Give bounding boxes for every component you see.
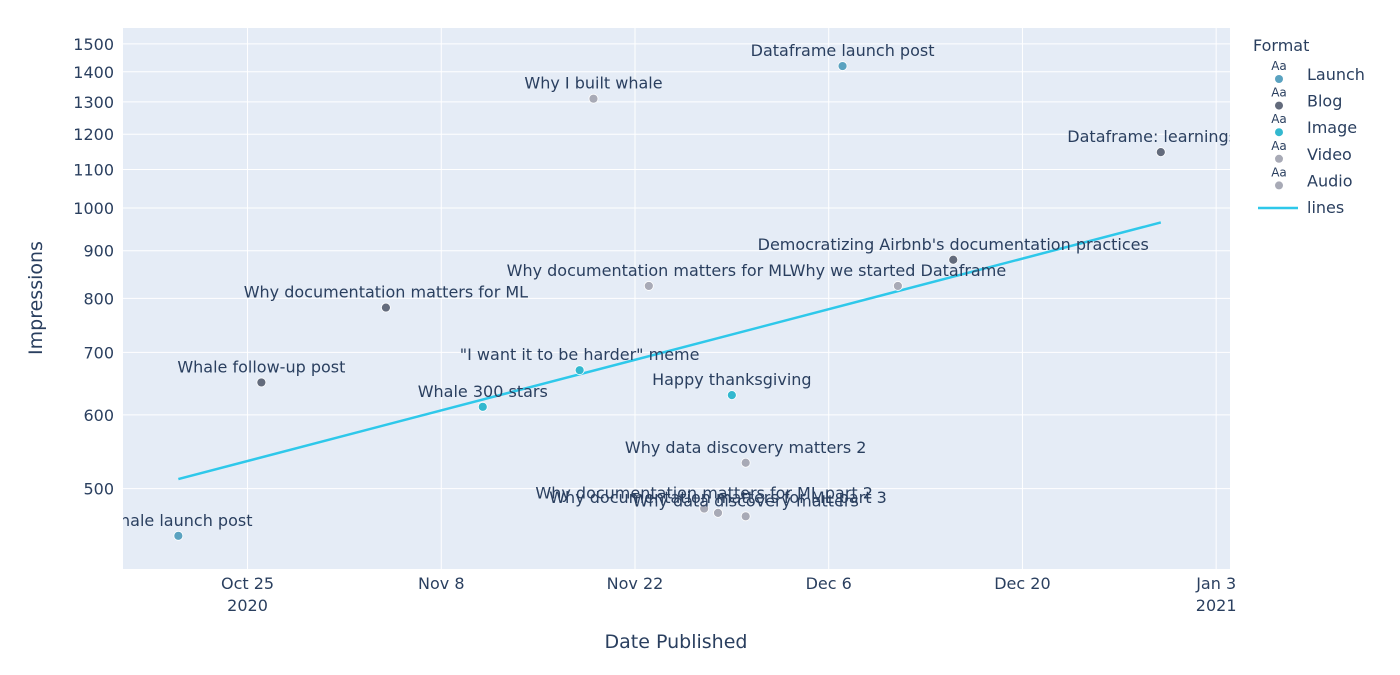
legend-marker-swatch bbox=[1275, 75, 1283, 83]
legend-item-video[interactable]: Aa Video bbox=[1271, 139, 1352, 164]
x-tick-label: Nov 8 bbox=[418, 574, 465, 593]
data-point-label: Why documentation matters for ML bbox=[507, 261, 791, 280]
x-axis-title: Date Published bbox=[605, 631, 748, 653]
legend-label: Launch bbox=[1307, 65, 1365, 84]
y-tick-label: 700 bbox=[83, 343, 114, 362]
data-point[interactable] bbox=[574, 365, 585, 376]
data-point[interactable] bbox=[713, 507, 723, 518]
data-point-label: Why data discovery matters bbox=[633, 491, 859, 510]
x-tick-label: Dec 20 bbox=[994, 574, 1050, 593]
x-axis-ticks: Oct 25 2020 Nov 8 Nov 22 Dec 6 Dec 20 Jan 3 202… bbox=[221, 574, 1237, 615]
y-tick-label: 1400 bbox=[73, 63, 114, 82]
data-point-label: "I want it to be harder" meme bbox=[460, 345, 700, 364]
legend-label: lines bbox=[1307, 198, 1344, 217]
x-tick-label: Dec 6 bbox=[806, 574, 852, 593]
data-point[interactable] bbox=[740, 457, 751, 468]
y-axis-title: Impressions bbox=[25, 241, 47, 355]
data-point[interactable] bbox=[588, 93, 599, 104]
legend-label: Image bbox=[1307, 118, 1357, 137]
data-point-label: Why documentation matters for ML part 3 bbox=[549, 488, 887, 507]
x-tick-year-label: 2020 bbox=[227, 596, 268, 615]
x-tick-label: Jan 3 bbox=[1195, 574, 1236, 593]
x-tick-label: Nov 22 bbox=[607, 574, 664, 593]
legend-item-lines[interactable]: lines bbox=[1258, 198, 1344, 217]
legend-title: Format bbox=[1253, 36, 1309, 55]
data-point-label: Whale 300 stars bbox=[418, 382, 548, 401]
y-tick-label: 1500 bbox=[73, 35, 114, 54]
data-point[interactable] bbox=[837, 61, 848, 71]
x-tick-year-label: 2021 bbox=[1196, 596, 1237, 615]
y-tick-label: 800 bbox=[83, 289, 114, 308]
data-point[interactable] bbox=[740, 511, 751, 522]
data-point-label: Dataframe launch post bbox=[751, 41, 935, 60]
data-point-label: Whale launch post bbox=[104, 511, 252, 530]
data-point[interactable] bbox=[893, 281, 903, 291]
data-point[interactable] bbox=[726, 390, 737, 400]
legend-item-launch[interactable]: Aa Launch bbox=[1271, 59, 1365, 84]
data-point-label: Why documentation matters for ML bbox=[244, 283, 528, 302]
points-layer bbox=[173, 61, 1166, 541]
legend-label: Audio bbox=[1307, 171, 1352, 190]
legend-text-glyph: Aa bbox=[1271, 139, 1287, 153]
y-tick-label: 1300 bbox=[73, 93, 114, 112]
data-point-label: Happy thanksgiving bbox=[652, 370, 811, 389]
legend-item-blog[interactable]: Aa Blog bbox=[1271, 86, 1342, 111]
y-tick-label: 500 bbox=[83, 480, 114, 499]
trendline-layer bbox=[178, 221, 1162, 481]
legend-marker-swatch bbox=[1275, 181, 1283, 190]
data-point[interactable] bbox=[381, 302, 391, 313]
data-point-label: Why I built whale bbox=[524, 74, 662, 93]
data-point[interactable] bbox=[699, 503, 710, 514]
y-axis-ticks: 500 600 700 800 900 1000 1100 1200 1300 1400 1500 bbox=[73, 35, 114, 499]
legend-marker-swatch bbox=[1275, 101, 1283, 110]
legend-label: Video bbox=[1307, 145, 1352, 164]
data-point[interactable] bbox=[173, 530, 184, 541]
x-tick-label: Oct 25 bbox=[221, 574, 274, 593]
legend-marker-swatch bbox=[1275, 128, 1283, 137]
data-point[interactable] bbox=[643, 281, 654, 291]
grid-layer bbox=[123, 28, 1230, 569]
trendline bbox=[178, 221, 1162, 481]
y-tick-label: 1200 bbox=[73, 125, 114, 144]
legend-text-glyph: Aa bbox=[1271, 59, 1287, 73]
legend-marker-swatch bbox=[1275, 154, 1283, 163]
y-tick-label: 1100 bbox=[73, 160, 114, 179]
y-tick-label: 600 bbox=[83, 406, 114, 425]
data-point-label: Whale follow-up post bbox=[177, 357, 345, 376]
data-point[interactable] bbox=[1155, 147, 1166, 158]
legend: Format Aa Launch Aa Blog Aa Image Aa Video Aa Aud… bbox=[1253, 36, 1365, 217]
data-point[interactable] bbox=[477, 401, 488, 412]
y-tick-label: 1000 bbox=[73, 199, 114, 218]
data-point[interactable] bbox=[256, 377, 267, 388]
legend-text-glyph: Aa bbox=[1271, 86, 1287, 100]
legend-item-audio[interactable]: Aa Audio bbox=[1271, 165, 1352, 190]
point-labels-layer: Whale launch post Whale follow-up post Why… bbox=[104, 41, 1254, 530]
data-point-label: Democratizing Airbnb's documentation pra… bbox=[758, 235, 1149, 254]
data-point[interactable] bbox=[948, 254, 959, 265]
data-point-label: Why data discovery matters 2 bbox=[625, 438, 867, 457]
data-point-label: Why documentation matters for ML part 2 bbox=[535, 484, 873, 503]
legend-text-glyph: Aa bbox=[1271, 165, 1287, 179]
legend-label: Blog bbox=[1307, 92, 1342, 111]
legend-item-image[interactable]: Aa Image bbox=[1271, 112, 1357, 137]
legend-text-glyph: Aa bbox=[1271, 112, 1287, 126]
data-point-label: Why we started Dataframe bbox=[790, 261, 1007, 280]
y-tick-label: 900 bbox=[83, 242, 114, 261]
data-point-label: Dataframe: learnings fr bbox=[1067, 127, 1254, 146]
